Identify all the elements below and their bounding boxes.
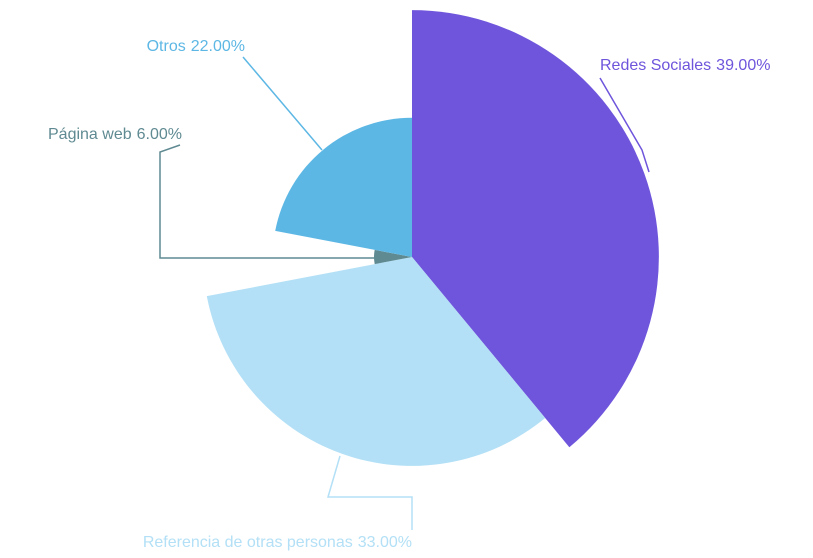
slice-label: Página web 6.00%: [48, 126, 182, 143]
leader-line: [159, 144, 376, 259]
value-label: 39.00%: [716, 57, 770, 74]
slice-label: Referencia de otras personas 33.00%: [143, 534, 412, 551]
category-name: Página web: [48, 126, 132, 143]
value-label: 6.00%: [137, 126, 182, 143]
category-name: Otros: [147, 38, 186, 55]
slice-label: Otros 22.00%: [147, 38, 245, 55]
value-label: 33.00%: [358, 534, 412, 551]
category-name: Redes Sociales: [600, 57, 711, 74]
leader-line: [242, 56, 323, 151]
value-label: 22.00%: [191, 38, 245, 55]
slice: [412, 10, 659, 448]
slice: [206, 257, 546, 466]
category-name: Referencia de otras personas: [143, 534, 353, 551]
slice: [275, 117, 412, 257]
slice: [374, 249, 412, 265]
leader-line: [326, 455, 413, 530]
leader-line: [599, 77, 650, 173]
slice-label: Redes Sociales 39.00%: [600, 57, 770, 74]
